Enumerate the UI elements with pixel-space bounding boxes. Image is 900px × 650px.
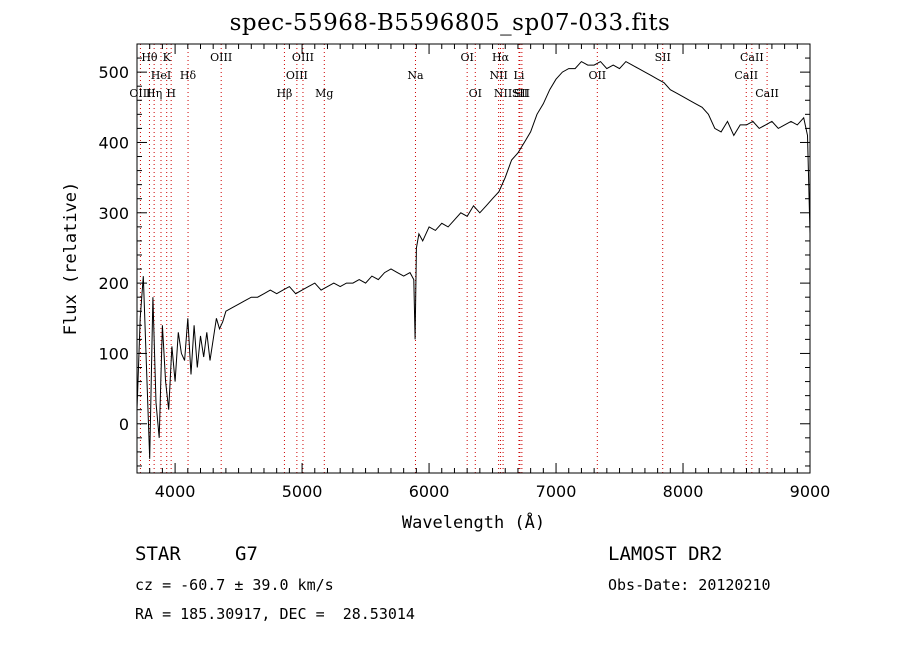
line-label-23: CaII — [734, 69, 758, 82]
line-label-9: OIII — [286, 69, 308, 82]
x-tick-label: 4000 — [155, 482, 196, 501]
y-tick-label: 0 — [119, 415, 129, 434]
line-label-5: H — [166, 87, 176, 100]
y-tick-label: 500 — [98, 63, 129, 82]
line-label-20: SII — [514, 87, 530, 100]
y-tick-label: 400 — [98, 133, 129, 152]
x-tick-label: 5000 — [282, 482, 323, 501]
chart-title: spec-55968-B5596805_sp07-033.fits — [229, 10, 671, 36]
line-label-22: SII — [655, 51, 671, 64]
line-label-1: Hη — [146, 87, 162, 100]
x-tick-label: 9000 — [790, 482, 831, 501]
line-label-6: Hδ — [180, 69, 197, 82]
line-label-15: Hα — [492, 51, 510, 64]
x-tick-label: 7000 — [536, 482, 577, 501]
line-label-0: OIII — [129, 87, 151, 100]
object-subclass: G7 — [235, 543, 258, 565]
line-label-17: NII — [494, 87, 512, 100]
plot-frame — [136, 43, 811, 474]
x-tick-label: 6000 — [409, 482, 450, 501]
line-label-18: Li — [514, 69, 525, 82]
survey-label: LAMOST DR2 — [608, 543, 723, 565]
y-tick-label: 200 — [98, 274, 129, 293]
y-axis-label: Flux (relative) — [61, 182, 81, 336]
line-label-7: OIII — [210, 51, 232, 64]
line-label-8: Hβ — [276, 87, 292, 100]
line-label-10: OIII — [292, 51, 314, 64]
line-label-4: K — [163, 51, 172, 64]
line-label-13: OI — [460, 51, 473, 64]
spectrum-line — [136, 60, 811, 459]
x-axis-label: Wavelength (Å) — [402, 511, 545, 533]
x-tick-label: 8000 — [663, 482, 704, 501]
line-label-11: Mg — [315, 87, 333, 100]
line-label-12: Na — [407, 69, 424, 82]
y-tick-label: 100 — [98, 344, 129, 363]
line-label-19: SII — [512, 87, 528, 100]
line-label-14: OI — [469, 87, 482, 100]
observation-date: Obs-Date: 20120210 — [608, 576, 771, 594]
redshift-text: cz = -60.7 ± 39.0 km/s — [135, 576, 334, 594]
line-label-2: Hθ — [141, 51, 158, 64]
line-label-24: CaII — [740, 51, 764, 64]
line-label-21: OII — [588, 69, 606, 82]
object-class: STAR — [135, 543, 181, 565]
line-label-3: HeI — [151, 69, 171, 82]
line-label-16: NII — [489, 69, 507, 82]
coordinates-text: RA = 185.30917, DEC = 28.53014 — [135, 605, 415, 623]
line-label-25: CaII — [755, 87, 779, 100]
y-tick-label: 300 — [98, 204, 129, 223]
